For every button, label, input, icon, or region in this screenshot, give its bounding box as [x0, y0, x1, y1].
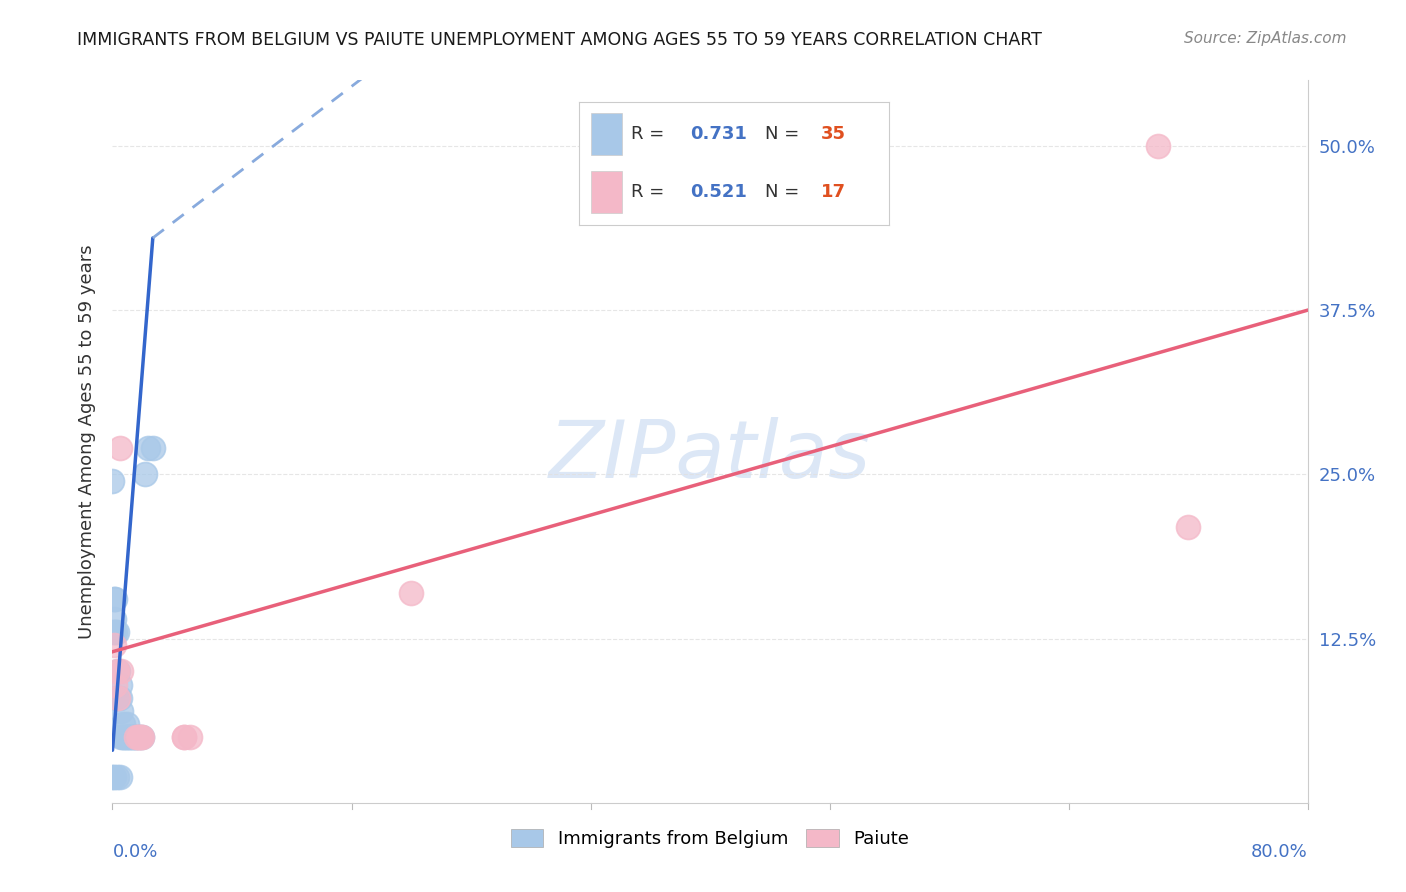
Point [401, 585, 423, 599]
Point [128, 730, 150, 744]
Text: Source: ZipAtlas.com: Source: ZipAtlas.com [1184, 31, 1347, 46]
Point [128, 730, 150, 744]
Point [103, 770, 125, 784]
Point [105, 625, 128, 640]
Point [129, 730, 152, 744]
Point [108, 441, 131, 455]
Text: IMMIGRANTS FROM BELGIUM VS PAIUTE UNEMPLOYMENT AMONG AGES 55 TO 59 YEARS CORRELA: IMMIGRANTS FROM BELGIUM VS PAIUTE UNEMPL… [77, 31, 1042, 49]
Text: ZIPatlas: ZIPatlas [548, 417, 872, 495]
Point [173, 730, 195, 744]
Point [179, 730, 201, 744]
Point [118, 730, 141, 744]
Point [114, 730, 135, 744]
Point [107, 690, 129, 705]
Point [142, 441, 165, 455]
Point [131, 730, 153, 744]
Point [104, 625, 127, 640]
Point [107, 690, 129, 705]
Point [104, 592, 127, 607]
Point [107, 665, 129, 679]
Point [138, 441, 160, 455]
Y-axis label: Unemployment Among Ages 55 to 59 years: Unemployment Among Ages 55 to 59 years [77, 244, 96, 639]
Point [105, 770, 128, 784]
Point [1147, 139, 1170, 153]
Point [127, 730, 149, 744]
Point [110, 665, 132, 679]
Point [117, 717, 139, 731]
Point [101, 770, 124, 784]
Point [111, 730, 134, 744]
Point [115, 730, 138, 744]
Point [110, 704, 132, 718]
Point [131, 730, 153, 744]
Text: 80.0%: 80.0% [1251, 843, 1308, 861]
Point [117, 730, 139, 744]
Point [110, 730, 132, 744]
Point [111, 717, 134, 731]
Point [134, 467, 156, 482]
Point [104, 677, 127, 691]
Point [103, 625, 125, 640]
Point [103, 612, 125, 626]
Point [105, 665, 128, 679]
Point [124, 730, 146, 744]
Point [1177, 520, 1199, 534]
Point [103, 638, 125, 652]
Point [120, 730, 142, 744]
Point [108, 677, 131, 691]
Point [101, 474, 124, 488]
Legend: Immigrants from Belgium, Paiute: Immigrants from Belgium, Paiute [503, 822, 917, 855]
Point [108, 770, 131, 784]
Point [125, 730, 148, 744]
Point [103, 592, 125, 607]
Point [122, 730, 145, 744]
Point [105, 690, 128, 705]
Point [173, 730, 195, 744]
Text: 0.0%: 0.0% [112, 843, 157, 861]
Point [108, 690, 131, 705]
Point [125, 730, 148, 744]
Point [121, 730, 143, 744]
